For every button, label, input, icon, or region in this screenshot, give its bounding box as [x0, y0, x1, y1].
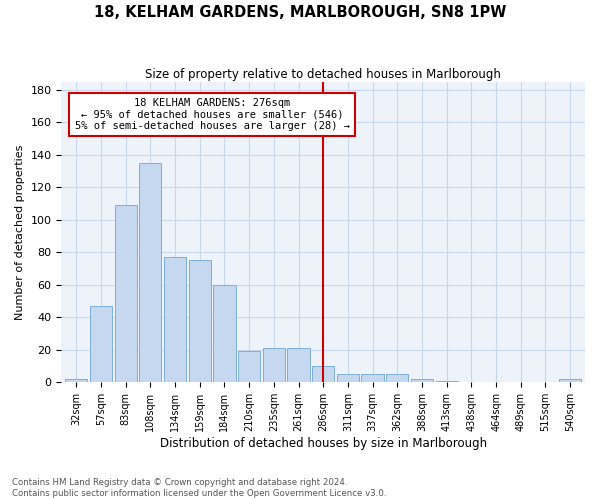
Bar: [263, 348, 285, 382]
Text: 18, KELHAM GARDENS, MARLBOROUGH, SN8 1PW: 18, KELHAM GARDENS, MARLBOROUGH, SN8 1PW: [94, 5, 506, 20]
Bar: [213, 285, 236, 382]
Bar: [411, 379, 433, 382]
Text: Contains HM Land Registry data © Crown copyright and database right 2024.
Contai: Contains HM Land Registry data © Crown c…: [12, 478, 386, 498]
Title: Size of property relative to detached houses in Marlborough: Size of property relative to detached ho…: [145, 68, 501, 80]
Bar: [386, 374, 409, 382]
Bar: [115, 205, 137, 382]
Bar: [287, 348, 310, 382]
Bar: [361, 374, 384, 382]
Bar: [337, 374, 359, 382]
Y-axis label: Number of detached properties: Number of detached properties: [15, 144, 25, 320]
Bar: [90, 306, 112, 382]
Bar: [139, 163, 161, 382]
Bar: [65, 379, 88, 382]
Bar: [164, 257, 186, 382]
Bar: [238, 352, 260, 382]
Bar: [559, 379, 581, 382]
Bar: [312, 366, 334, 382]
Bar: [436, 380, 458, 382]
Bar: [188, 260, 211, 382]
Text: 18 KELHAM GARDENS: 276sqm
← 95% of detached houses are smaller (546)
5% of semi-: 18 KELHAM GARDENS: 276sqm ← 95% of detac…: [74, 98, 350, 131]
X-axis label: Distribution of detached houses by size in Marlborough: Distribution of detached houses by size …: [160, 437, 487, 450]
